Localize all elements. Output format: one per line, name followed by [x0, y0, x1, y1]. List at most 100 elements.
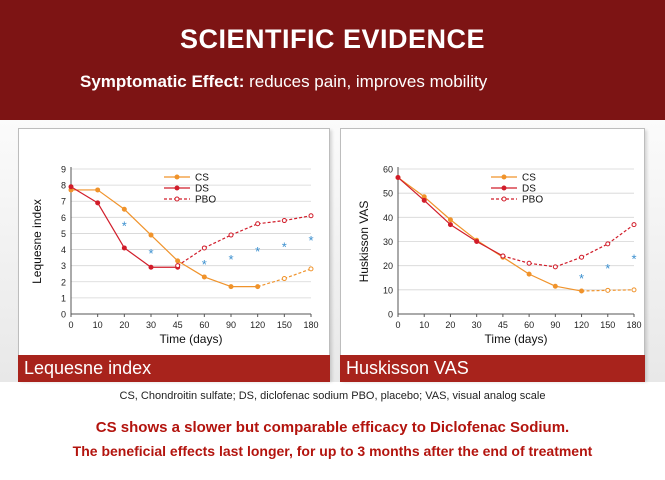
- y-tick-label: 0: [61, 310, 66, 320]
- significance-asterisk: *: [255, 244, 260, 259]
- significance-asterisk: *: [228, 252, 233, 267]
- series-line-cs: [150, 234, 179, 262]
- conclusion-line-1: CS shows a slower but comparable efficac…: [95, 419, 570, 436]
- subtitle-rest: reduces pain, improves mobility: [244, 72, 488, 91]
- legend-marker-cs: [174, 174, 180, 180]
- x-tick-label: 90: [226, 320, 236, 330]
- x-axis-label: Time (days): [485, 332, 548, 346]
- data-point-cs: [631, 287, 637, 293]
- x-tick-label: 10: [93, 320, 103, 330]
- data-point-pbo: [500, 253, 506, 259]
- significance-asterisk: *: [631, 251, 636, 266]
- y-tick-label: 8: [61, 181, 66, 191]
- data-point-cs: [148, 232, 154, 238]
- legend-label-pbo: PBO: [522, 195, 543, 206]
- series-line-cs: [555, 285, 582, 292]
- data-point-ds: [121, 245, 127, 251]
- y-tick-label: 60: [383, 165, 393, 175]
- x-tick-label: 60: [199, 320, 209, 330]
- x-axis-label: Time (days): [160, 332, 223, 346]
- y-tick-label: 30: [383, 237, 393, 247]
- series-line-cs: [257, 277, 285, 288]
- x-tick-label: 20: [445, 320, 455, 330]
- data-point-cs: [526, 271, 532, 277]
- x-tick-label: 120: [250, 320, 265, 330]
- x-tick-label: 30: [146, 320, 156, 330]
- data-point-ds: [68, 184, 74, 190]
- significance-asterisk: *: [579, 271, 584, 286]
- legend-label-cs: CS: [522, 173, 536, 184]
- data-point-ds: [395, 174, 401, 180]
- significance-asterisk: *: [282, 239, 287, 254]
- significance-asterisk: *: [202, 257, 207, 272]
- y-axis-label: Huskisson VAS: [357, 201, 371, 283]
- series-line-cs: [284, 268, 312, 280]
- legend-marker-ds: [501, 185, 507, 191]
- data-point-cs: [447, 217, 453, 223]
- y-tick-label: 0: [388, 310, 393, 320]
- data-point-pbo: [526, 260, 532, 266]
- page-title: SCIENTIFIC EVIDENCE: [179, 24, 486, 54]
- significance-asterisk: *: [122, 218, 127, 233]
- legend-label-cs: CS: [195, 173, 209, 184]
- lequesne-caption: Lequesne index: [18, 355, 330, 382]
- huskisson-chart-panel: 0 10 20 30 40 50 60 0 10 20 30 45 60 90 120 150 180 Time …: [340, 128, 645, 380]
- series-line-pbo: [284, 215, 312, 222]
- y-axis-label: Lequesne index: [30, 199, 44, 284]
- data-point-pbo: [579, 254, 585, 260]
- series-line-cs: [123, 208, 152, 236]
- huskisson-caption: Huskisson VAS: [340, 355, 645, 382]
- series-line-pbo: [502, 255, 530, 264]
- data-point-pbo: [228, 232, 234, 238]
- page-subtitle: Symptomatic Effect: reduces pain, improv…: [80, 72, 487, 92]
- series-line-pbo: [177, 247, 205, 267]
- significance-asterisk: *: [605, 261, 610, 276]
- x-tick-label: 45: [498, 320, 508, 330]
- data-point-cs: [121, 206, 127, 212]
- data-point-ds: [447, 222, 453, 228]
- series-line-ds: [476, 240, 504, 257]
- data-point-ds: [421, 197, 427, 203]
- x-tick-label: 45: [173, 320, 183, 330]
- series-line-ds: [97, 202, 125, 249]
- x-tick-label: 90: [550, 320, 560, 330]
- data-point-cs: [201, 274, 207, 280]
- series-line-cs: [177, 260, 205, 278]
- data-point-ds: [148, 264, 154, 270]
- series-line-pbo: [529, 262, 556, 268]
- data-point-pbo: [201, 245, 207, 251]
- y-tick-label: 1: [61, 293, 66, 303]
- series-line-cs: [450, 219, 478, 241]
- series-line-cs: [528, 273, 556, 287]
- x-tick-label: 180: [626, 320, 641, 330]
- subtitle-bold: Symptomatic Effect:: [80, 72, 245, 91]
- header-banner: [0, 0, 665, 120]
- x-tick-label: 180: [303, 320, 318, 330]
- y-tick-label: 4: [61, 245, 66, 255]
- significance-asterisk: *: [308, 233, 313, 248]
- data-point-pbo: [308, 213, 314, 219]
- y-tick-label: 7: [61, 197, 66, 207]
- y-tick-label: 10: [383, 285, 393, 295]
- series-line-pbo: [607, 224, 635, 245]
- huskisson-chart: 0 10 20 30 40 50 60 0 10 20 30 45 60 90 120 150 180 Time …: [357, 165, 642, 347]
- lequesne-chart-panel: 0 1 2 3 4 5 6 7 8 9 0 10 20 30 45 60 90 120 150 180 Time (da…: [18, 128, 330, 380]
- data-point-cs: [605, 287, 611, 293]
- significance-asterisk: *: [148, 246, 153, 261]
- conclusion-line-2: The beneficial effects last longer, for …: [72, 443, 593, 459]
- x-tick-label: 0: [68, 320, 73, 330]
- legend-marker-pbo: [174, 196, 180, 202]
- data-point-pbo: [175, 263, 181, 269]
- data-point-pbo: [631, 222, 637, 228]
- series-line-pbo: [204, 234, 232, 249]
- data-point-pbo: [552, 264, 558, 270]
- legend-marker-ds: [174, 185, 180, 191]
- series-line-cs: [423, 196, 451, 221]
- legend-label-pbo: PBO: [195, 195, 216, 206]
- series-line-ds: [70, 186, 98, 204]
- series-line-cs: [502, 256, 530, 275]
- x-tick-label: 120: [574, 320, 589, 330]
- y-tick-label: 5: [61, 229, 66, 239]
- data-point-pbo: [281, 218, 287, 224]
- x-tick-label: 30: [472, 320, 482, 330]
